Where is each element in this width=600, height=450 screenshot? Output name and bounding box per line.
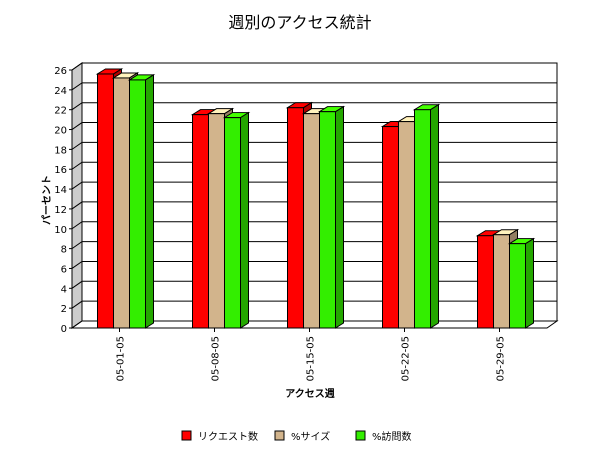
bar — [113, 77, 130, 329]
bar — [97, 73, 114, 329]
y-tick-label: 8 — [61, 245, 67, 256]
y-tick-label: 24 — [54, 86, 67, 97]
x-axis-label: アクセス週 — [285, 388, 335, 400]
bar — [493, 234, 510, 329]
legend-swatch — [355, 430, 366, 441]
chart-title: 週別のアクセス統計 — [228, 13, 371, 32]
y-tick-label: 18 — [54, 145, 67, 156]
bar-side — [430, 103, 439, 329]
bar-side — [335, 105, 344, 329]
bar — [208, 113, 225, 329]
bar — [192, 114, 209, 329]
bar — [382, 126, 399, 329]
x-tick-label: 05-22-05 — [401, 336, 412, 381]
grid-line — [71, 82, 557, 91]
x-tick-label: 05-29-05 — [496, 336, 507, 381]
bar — [303, 113, 320, 329]
y-tick-label: 10 — [54, 225, 67, 236]
legend-label: リクエスト数 — [198, 430, 258, 443]
y-tick-label: 6 — [61, 264, 67, 275]
bar-side — [240, 111, 249, 329]
x-tick-label: 05-15-05 — [306, 336, 317, 381]
x-tick-label: 05-08-05 — [211, 336, 222, 381]
y-tick-label: 22 — [54, 106, 67, 117]
bar — [129, 79, 146, 329]
grid-line — [71, 102, 557, 111]
y-tick-label: 14 — [54, 185, 67, 196]
side-wall — [71, 62, 83, 329]
y-axis-label: パーセント — [41, 175, 53, 225]
bar — [414, 109, 431, 329]
y-tick-label: 2 — [61, 304, 67, 315]
bar-side — [145, 74, 154, 329]
bar — [224, 117, 241, 329]
bar-side — [525, 237, 534, 329]
bar — [477, 235, 494, 329]
bar — [398, 121, 415, 329]
bar — [509, 243, 526, 329]
legend-swatch — [274, 430, 285, 441]
y-tick-label: 16 — [54, 165, 67, 176]
y-tick-label: 12 — [54, 205, 67, 216]
x-tick-label: 05-01-05 — [116, 336, 127, 381]
y-tick-label: 4 — [61, 284, 67, 295]
y-tick-label: 0 — [61, 324, 67, 335]
legend-swatch — [181, 430, 192, 441]
grid-line — [71, 62, 557, 71]
legend-label: %サイズ — [291, 430, 330, 443]
legend-label: %訪問数 — [372, 430, 412, 443]
bar — [287, 107, 304, 329]
bar — [319, 111, 336, 329]
y-tick-label: 26 — [54, 66, 67, 77]
y-tick-label: 20 — [54, 126, 67, 137]
